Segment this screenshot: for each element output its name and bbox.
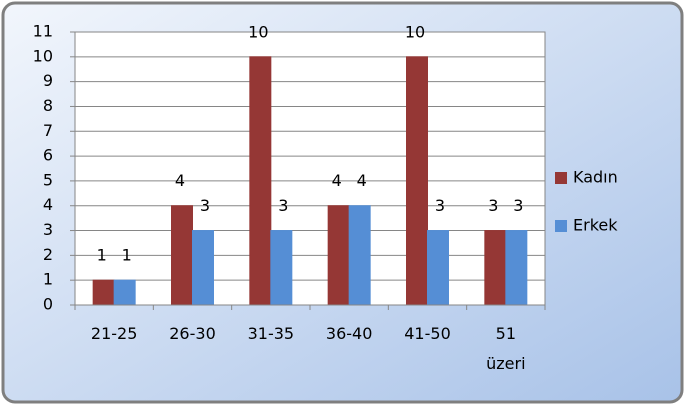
x-tick-label-box: 26-30 [169, 324, 216, 343]
data-label: 1 [122, 246, 132, 265]
data-label: 3 [488, 196, 498, 215]
bar [484, 230, 507, 306]
bar [406, 56, 428, 306]
data-label: 3 [200, 196, 210, 215]
x-tick-label: 41-50 [404, 324, 451, 343]
data-label: 4 [332, 171, 342, 190]
y-tick-label: 3 [43, 220, 53, 239]
x-tick-label: 21-25 [90, 324, 138, 343]
y-tick-label: 10 [33, 46, 53, 65]
y-tick-label: 6 [43, 146, 53, 165]
x-tick-label: 26-30 [169, 324, 216, 343]
y-tick-label: 7 [43, 121, 53, 140]
data-label: 3 [513, 196, 523, 215]
legend-swatch [555, 220, 567, 232]
bar [327, 205, 350, 306]
data-label: 4 [175, 171, 185, 190]
legend-swatch [555, 172, 567, 184]
data-label: 3 [435, 196, 445, 215]
y-tick-label: 4 [43, 195, 53, 214]
y-tick-label: 2 [43, 245, 53, 264]
bar [113, 279, 136, 306]
x-tick-label-box: 41-50 [404, 324, 451, 343]
data-label: 3 [278, 196, 288, 215]
bar [171, 205, 193, 306]
bar [505, 230, 528, 306]
bar [427, 230, 449, 306]
bar [192, 230, 214, 306]
y-tick-label: 9 [43, 71, 53, 90]
x-tick-label: 51 üzeri [486, 324, 526, 373]
data-label: 1 [97, 246, 107, 265]
plot-area [74, 31, 546, 306]
x-tick-label-box: 36-40 [325, 324, 373, 343]
y-tick-label: 5 [43, 170, 53, 189]
x-tick-label: 36-40 [325, 324, 373, 343]
legend-label: Erkek [573, 216, 618, 235]
legend-label: Kadın [573, 168, 618, 187]
y-tick-label: 11 [33, 22, 53, 41]
data-label: 10 [248, 22, 268, 41]
y-tick-label: 1 [43, 270, 53, 289]
x-tick-label-box: 31-35 [247, 324, 295, 343]
bar [270, 230, 293, 306]
bar [249, 56, 272, 306]
data-label: 10 [405, 22, 425, 41]
x-tick-label: 31-35 [247, 324, 295, 343]
y-tick-label: 8 [43, 96, 53, 115]
data-label: 4 [357, 171, 367, 190]
x-tick-label-box: 21-25 [90, 324, 138, 343]
y-tick-label: 0 [43, 295, 53, 314]
bar [92, 279, 115, 306]
x-tick-label-box: 51 üzeri [486, 324, 526, 373]
bar [348, 205, 371, 306]
